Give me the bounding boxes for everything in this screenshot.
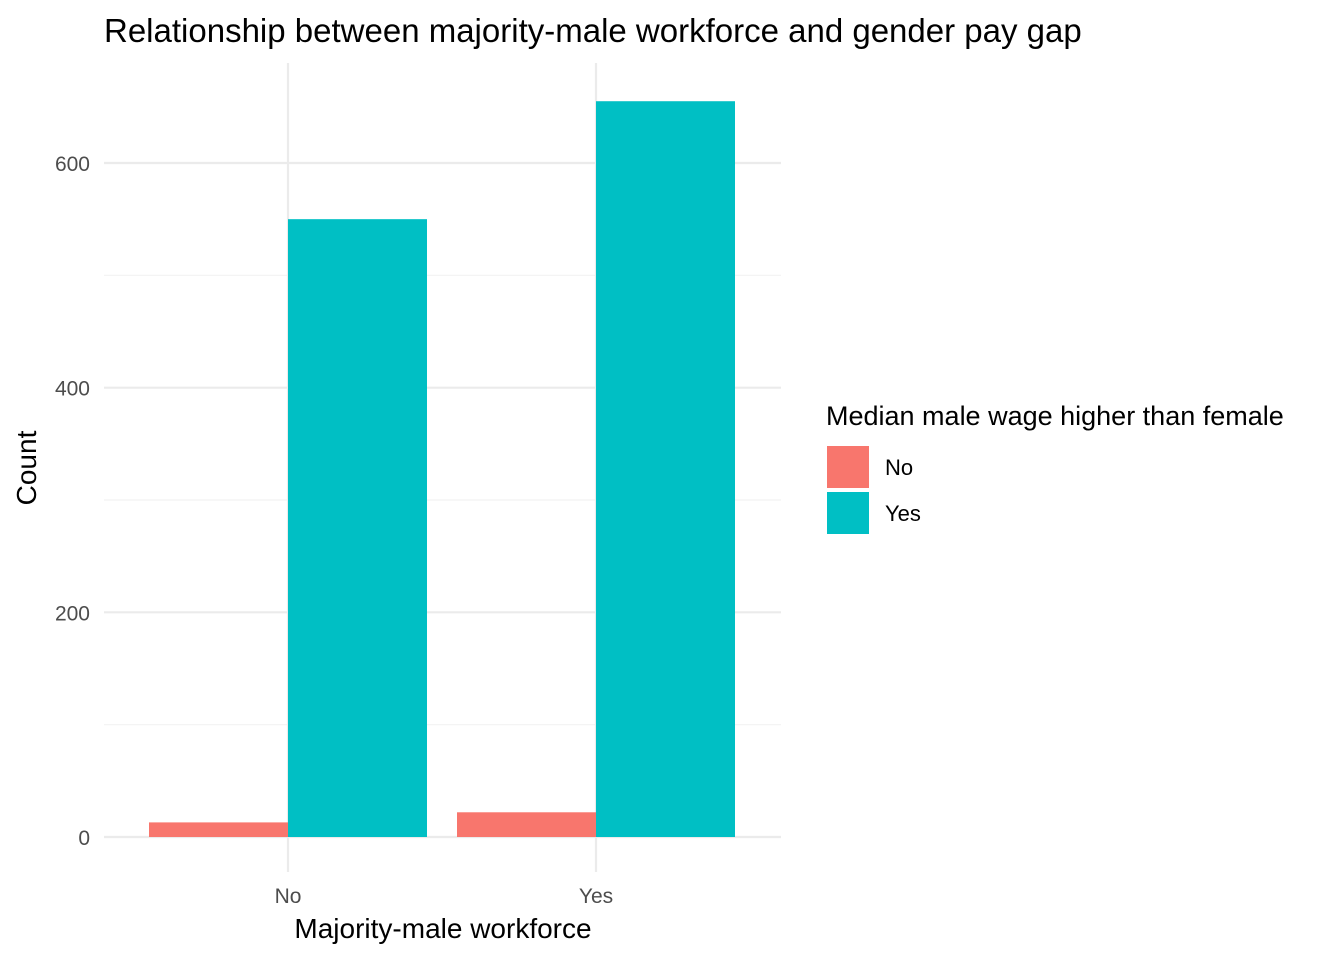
bars (149, 101, 735, 837)
y-tick-label: 400 (55, 378, 90, 401)
legend: Median male wage higher than female No Ye… (826, 401, 1284, 534)
chart-title: Relationship between majority-male workf… (104, 12, 1082, 49)
x-axis-title: Majority-male workforce (294, 913, 591, 944)
x-axis-ticks: No Yes (275, 885, 614, 908)
x-tick-label: Yes (579, 885, 613, 908)
bar-yes-series-no (457, 812, 596, 837)
legend-label: No (885, 455, 913, 480)
legend-label: Yes (885, 501, 921, 526)
y-axis-title: Count (11, 430, 42, 505)
bar-no-series-yes (288, 219, 427, 837)
bar-no-series-no (149, 822, 288, 837)
y-tick-label: 600 (55, 153, 90, 176)
x-tick-label: No (275, 885, 302, 908)
legend-items: No Yes (827, 446, 921, 534)
legend-key-no (827, 446, 869, 488)
y-axis-ticks: 0 200 400 600 (55, 153, 90, 850)
y-tick-label: 0 (78, 827, 90, 850)
legend-title: Median male wage higher than female (826, 401, 1284, 431)
y-tick-label: 200 (55, 602, 90, 625)
bar-yes-series-yes (596, 101, 735, 837)
legend-key-yes (827, 492, 869, 534)
